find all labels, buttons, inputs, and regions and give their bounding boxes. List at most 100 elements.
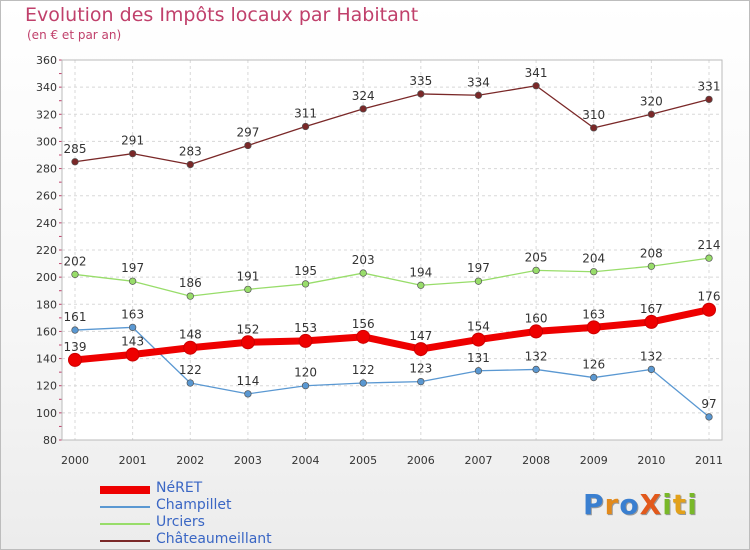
data-label: 120	[294, 366, 317, 380]
data-label: 114	[236, 374, 259, 388]
data-label: 161	[64, 310, 87, 324]
y-tick-label: 200	[36, 271, 57, 284]
data-point	[417, 377, 425, 386]
chart-title: Evolution des Impôts locaux par Habitant	[25, 4, 419, 26]
data-point	[183, 340, 198, 355]
data-point	[301, 382, 310, 390]
data-label: 331	[698, 79, 721, 93]
series-line	[74, 326, 710, 418]
data-point	[417, 90, 425, 98]
data-point	[186, 292, 194, 300]
data-label: 291	[121, 134, 144, 148]
data-label: 203	[352, 253, 375, 267]
data-point	[359, 105, 367, 113]
data-point	[474, 91, 483, 99]
data-label: 285	[64, 142, 87, 156]
chart-subtitle: (en € et par an)	[27, 28, 122, 42]
data-point	[532, 365, 540, 374]
data-point	[71, 270, 79, 279]
data-point	[128, 277, 137, 285]
y-tick-label: 180	[36, 298, 57, 311]
y-tick-label: 260	[36, 190, 57, 203]
data-label: 122	[179, 363, 202, 377]
x-tick-label: 2009	[580, 454, 608, 467]
data-label: 311	[294, 107, 317, 121]
data-label: 160	[525, 311, 548, 325]
data-point	[647, 262, 656, 270]
y-tick-label: 280	[36, 163, 57, 176]
data-label: 197	[467, 261, 490, 275]
data-label: 191	[236, 269, 259, 283]
legend-swatch	[100, 540, 150, 542]
y-tick-label: 320	[36, 108, 57, 121]
data-label: 131	[467, 351, 490, 365]
data-label: 139	[64, 340, 87, 354]
data-label: 156	[352, 317, 375, 331]
y-tick-label: 360	[36, 54, 57, 67]
data-label: 163	[582, 307, 605, 321]
legend-swatch	[100, 486, 150, 494]
data-label: 176	[698, 290, 721, 304]
legend-label: Urciers	[156, 514, 205, 530]
data-point	[186, 160, 194, 169]
y-tick-label: 80	[43, 434, 57, 447]
data-label: 297	[236, 126, 259, 140]
data-point	[590, 124, 598, 132]
x-tick-label: 2004	[292, 454, 320, 467]
data-point	[532, 266, 540, 275]
plot-border	[61, 59, 723, 441]
y-tick-label: 240	[36, 217, 57, 230]
data-point	[301, 122, 310, 131]
y-tick-label: 120	[36, 380, 57, 393]
data-label: 122	[352, 363, 375, 377]
y-tick-label: 300	[36, 135, 57, 148]
data-label: 204	[582, 252, 605, 266]
data-label: 123	[409, 362, 432, 376]
data-point	[298, 333, 313, 348]
data-label: 324	[352, 89, 375, 103]
data-point	[186, 379, 194, 387]
x-tick-label: 2002	[176, 454, 204, 467]
data-point	[71, 326, 79, 334]
data-point	[356, 329, 371, 344]
legend-label: NéRET	[156, 480, 203, 496]
data-point	[647, 365, 656, 374]
data-label: 153	[294, 321, 317, 335]
data-point	[240, 335, 255, 350]
data-label: 194	[409, 265, 432, 279]
data-point	[71, 158, 79, 166]
legend-label: Châteaumeillant	[156, 531, 272, 547]
x-tick-label: 2005	[349, 454, 377, 467]
x-tick-label: 2000	[61, 454, 89, 467]
data-point	[590, 268, 598, 276]
x-tick-label: 2010	[637, 454, 665, 467]
data-point	[705, 413, 713, 421]
x-tick-label: 2007	[464, 454, 492, 467]
data-label: 205	[525, 250, 548, 264]
x-tick-label: 2008	[522, 454, 550, 467]
data-label: 167	[640, 302, 663, 316]
data-point	[644, 314, 659, 329]
data-label: 334	[467, 75, 490, 89]
data-label: 283	[179, 145, 202, 159]
y-tick-label: 160	[36, 325, 57, 338]
data-label: 97	[701, 397, 716, 411]
data-point	[705, 254, 713, 262]
y-tick-label: 100	[36, 407, 57, 420]
data-point	[647, 110, 656, 118]
data-label: 132	[525, 349, 548, 363]
data-label: 186	[179, 276, 202, 290]
data-point	[590, 373, 598, 382]
x-tick-label: 2006	[407, 454, 435, 467]
data-point	[301, 280, 310, 288]
data-label: 152	[236, 322, 259, 336]
data-label: 341	[525, 66, 548, 80]
data-label: 163	[121, 307, 144, 321]
data-label: 147	[409, 329, 432, 343]
legend-swatch	[100, 523, 150, 525]
series-line	[74, 257, 710, 297]
x-tick-label: 2011	[695, 454, 723, 467]
y-tick-label: 220	[36, 244, 57, 257]
legend-swatch	[100, 506, 150, 508]
